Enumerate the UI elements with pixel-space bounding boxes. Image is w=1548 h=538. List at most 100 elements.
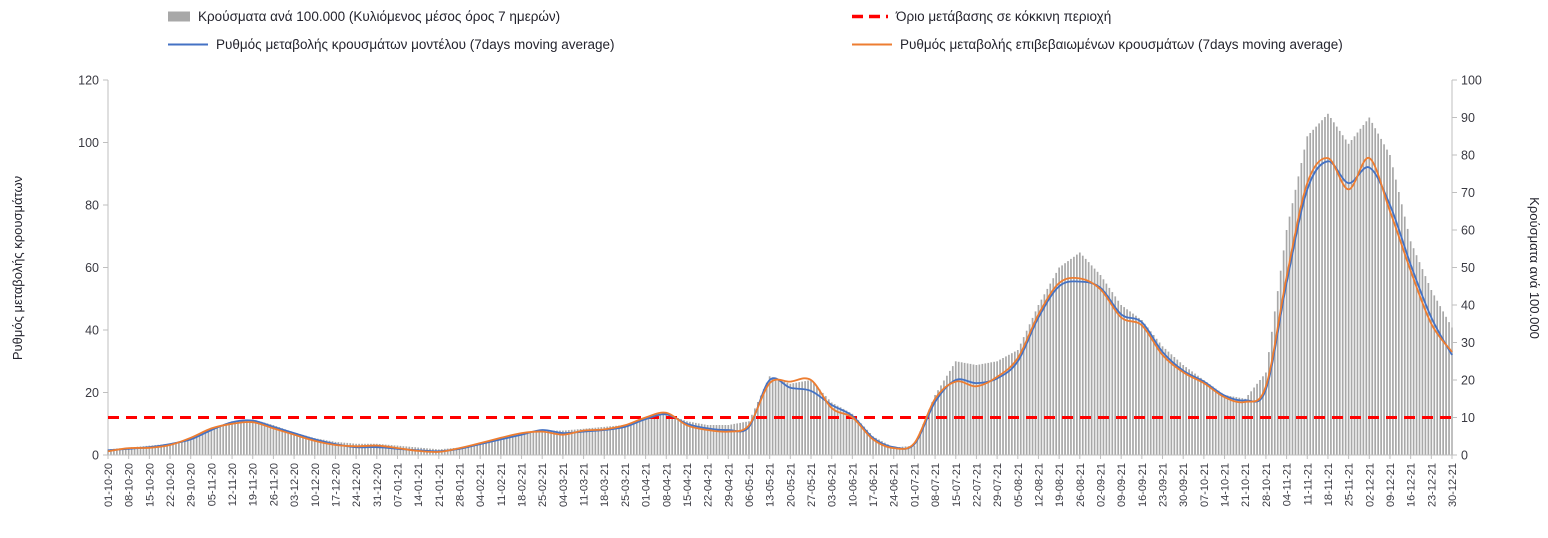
daily-case-bar bbox=[819, 389, 821, 455]
daily-case-bar bbox=[228, 422, 230, 455]
daily-case-bar bbox=[1439, 306, 1442, 455]
daily-case-bar bbox=[213, 427, 216, 455]
daily-case-bar bbox=[1203, 380, 1205, 455]
daily-case-bar bbox=[1013, 351, 1016, 455]
right-axis-ticks: 0 10 20 30 40 50 60 70 80 90 100 bbox=[1452, 74, 1482, 463]
x-axis-tick-label: 29-10-20 bbox=[186, 463, 198, 507]
daily-case-bar bbox=[310, 437, 313, 455]
right-axis-tick-label: 70 bbox=[1461, 186, 1475, 200]
daily-case-bar bbox=[1049, 283, 1052, 455]
daily-case-bar bbox=[957, 361, 960, 455]
daily-case-bar bbox=[966, 363, 969, 455]
legend-label-threshold: Όριο μετάβασης σε κόκκινη περιοχή bbox=[896, 9, 1112, 24]
daily-case-bar bbox=[582, 428, 585, 456]
daily-case-bar bbox=[733, 423, 736, 455]
daily-case-bar bbox=[1108, 287, 1111, 455]
daily-case-bar bbox=[1055, 272, 1058, 455]
daily-case-bar bbox=[709, 425, 712, 455]
daily-case-bar bbox=[689, 421, 691, 455]
daily-case-bar bbox=[898, 447, 901, 455]
daily-case-bar bbox=[570, 429, 573, 455]
daily-case-bar bbox=[497, 438, 499, 455]
daily-case-bar bbox=[990, 362, 993, 455]
daily-case-bar bbox=[1099, 275, 1102, 455]
model-line-swatch-icon bbox=[168, 43, 208, 46]
daily-case-bar bbox=[869, 433, 871, 455]
x-axis-tick-label: 08-10-20 bbox=[124, 463, 136, 507]
x-axis-tick-label: 26-11-20 bbox=[268, 463, 280, 506]
daily-case-bar bbox=[1185, 367, 1187, 455]
daily-case-bar bbox=[739, 422, 741, 455]
daily-case-bar bbox=[1306, 136, 1309, 456]
daily-case-bar bbox=[638, 421, 641, 455]
x-axis-tick-label: 26-08-21 bbox=[1075, 463, 1087, 507]
daily-case-bar bbox=[1347, 143, 1350, 456]
left-axis-tick-label: 20 bbox=[85, 386, 99, 400]
daily-case-bar bbox=[148, 445, 151, 455]
x-axis-tick-label: 12-11-20 bbox=[227, 463, 239, 506]
daily-case-bar bbox=[1377, 133, 1379, 455]
daily-case-bar bbox=[745, 421, 747, 455]
daily-case-bar bbox=[254, 420, 257, 455]
daily-case-bar bbox=[1365, 121, 1368, 456]
x-axis-tick-label: 01-10-20 bbox=[103, 463, 115, 507]
daily-case-bar bbox=[266, 423, 269, 455]
daily-case-bar bbox=[467, 445, 470, 455]
daily-case-bar bbox=[482, 442, 484, 455]
daily-case-bar bbox=[1448, 322, 1450, 455]
daily-case-bar bbox=[842, 408, 845, 455]
daily-case-bar bbox=[160, 444, 163, 455]
x-axis-tick-label: 05-08-21 bbox=[1013, 463, 1025, 507]
daily-case-bar bbox=[807, 380, 809, 455]
daily-case-bar bbox=[1138, 317, 1140, 455]
daily-case-bar bbox=[759, 395, 762, 455]
daily-case-bar bbox=[884, 442, 886, 455]
daily-case-bar bbox=[1167, 351, 1170, 455]
daily-case-bar bbox=[996, 361, 998, 456]
daily-case-bar bbox=[562, 430, 564, 455]
daily-case-bar bbox=[1235, 397, 1238, 455]
daily-case-bar bbox=[1087, 262, 1090, 455]
daily-case-bar bbox=[606, 426, 609, 455]
daily-case-bar bbox=[916, 438, 919, 455]
x-axis-tick-label: 04-11-21 bbox=[1282, 463, 1294, 506]
daily-case-bar bbox=[827, 399, 830, 455]
daily-case-bar bbox=[1386, 149, 1388, 455]
daily-case-bar bbox=[668, 414, 671, 455]
daily-case-bar bbox=[851, 413, 854, 456]
daily-case-bar bbox=[1149, 331, 1152, 455]
daily-case-bar bbox=[1430, 290, 1433, 455]
daily-case-bar bbox=[408, 446, 411, 455]
bars-cases-per-100k bbox=[107, 113, 1453, 456]
daily-case-bar bbox=[166, 444, 168, 455]
daily-case-bar bbox=[674, 417, 676, 455]
daily-case-bar bbox=[1197, 375, 1199, 455]
daily-case-bar bbox=[284, 429, 287, 455]
daily-case-bar bbox=[526, 433, 529, 455]
daily-case-bar bbox=[644, 419, 647, 455]
x-axis-tick-label: 23-12-21 bbox=[1426, 463, 1438, 507]
daily-case-bar bbox=[830, 402, 833, 455]
daily-case-bar bbox=[130, 447, 133, 455]
daily-case-bar bbox=[370, 443, 372, 456]
daily-case-bar bbox=[550, 430, 552, 455]
daily-case-bar bbox=[618, 425, 620, 455]
daily-case-bar bbox=[1170, 354, 1173, 455]
x-axis-tick-label: 14-10-21 bbox=[1220, 463, 1232, 507]
left-axis-tick-label: 40 bbox=[85, 324, 99, 338]
daily-case-bar bbox=[260, 421, 263, 455]
daily-case-bar bbox=[665, 413, 668, 456]
x-axis-tick-label: 20-05-21 bbox=[785, 463, 797, 507]
daily-case-bar bbox=[349, 443, 352, 455]
daily-case-bar bbox=[1182, 365, 1185, 455]
daily-case-bar bbox=[222, 424, 225, 455]
x-axis-tick-label: 23-09-21 bbox=[1158, 463, 1170, 507]
daily-case-bar bbox=[1126, 309, 1128, 455]
legend-label-cases-bars: Κρούσματα ανά 100.000 (Κυλιόμενος μέσος … bbox=[198, 9, 561, 24]
legend-label-confirmed-line: Ρυθμός μεταβολής επιβεβαιωμένων κρουσμάτ… bbox=[900, 37, 1343, 52]
daily-case-bar bbox=[1374, 128, 1377, 455]
left-axis-title: Ρυθμός μεταβολής κρουσμάτων bbox=[10, 176, 25, 360]
x-axis-tick-label: 05-11-20 bbox=[206, 463, 218, 506]
x-axis-tick-label: 15-10-20 bbox=[144, 463, 156, 507]
daily-case-bar bbox=[1102, 279, 1105, 455]
